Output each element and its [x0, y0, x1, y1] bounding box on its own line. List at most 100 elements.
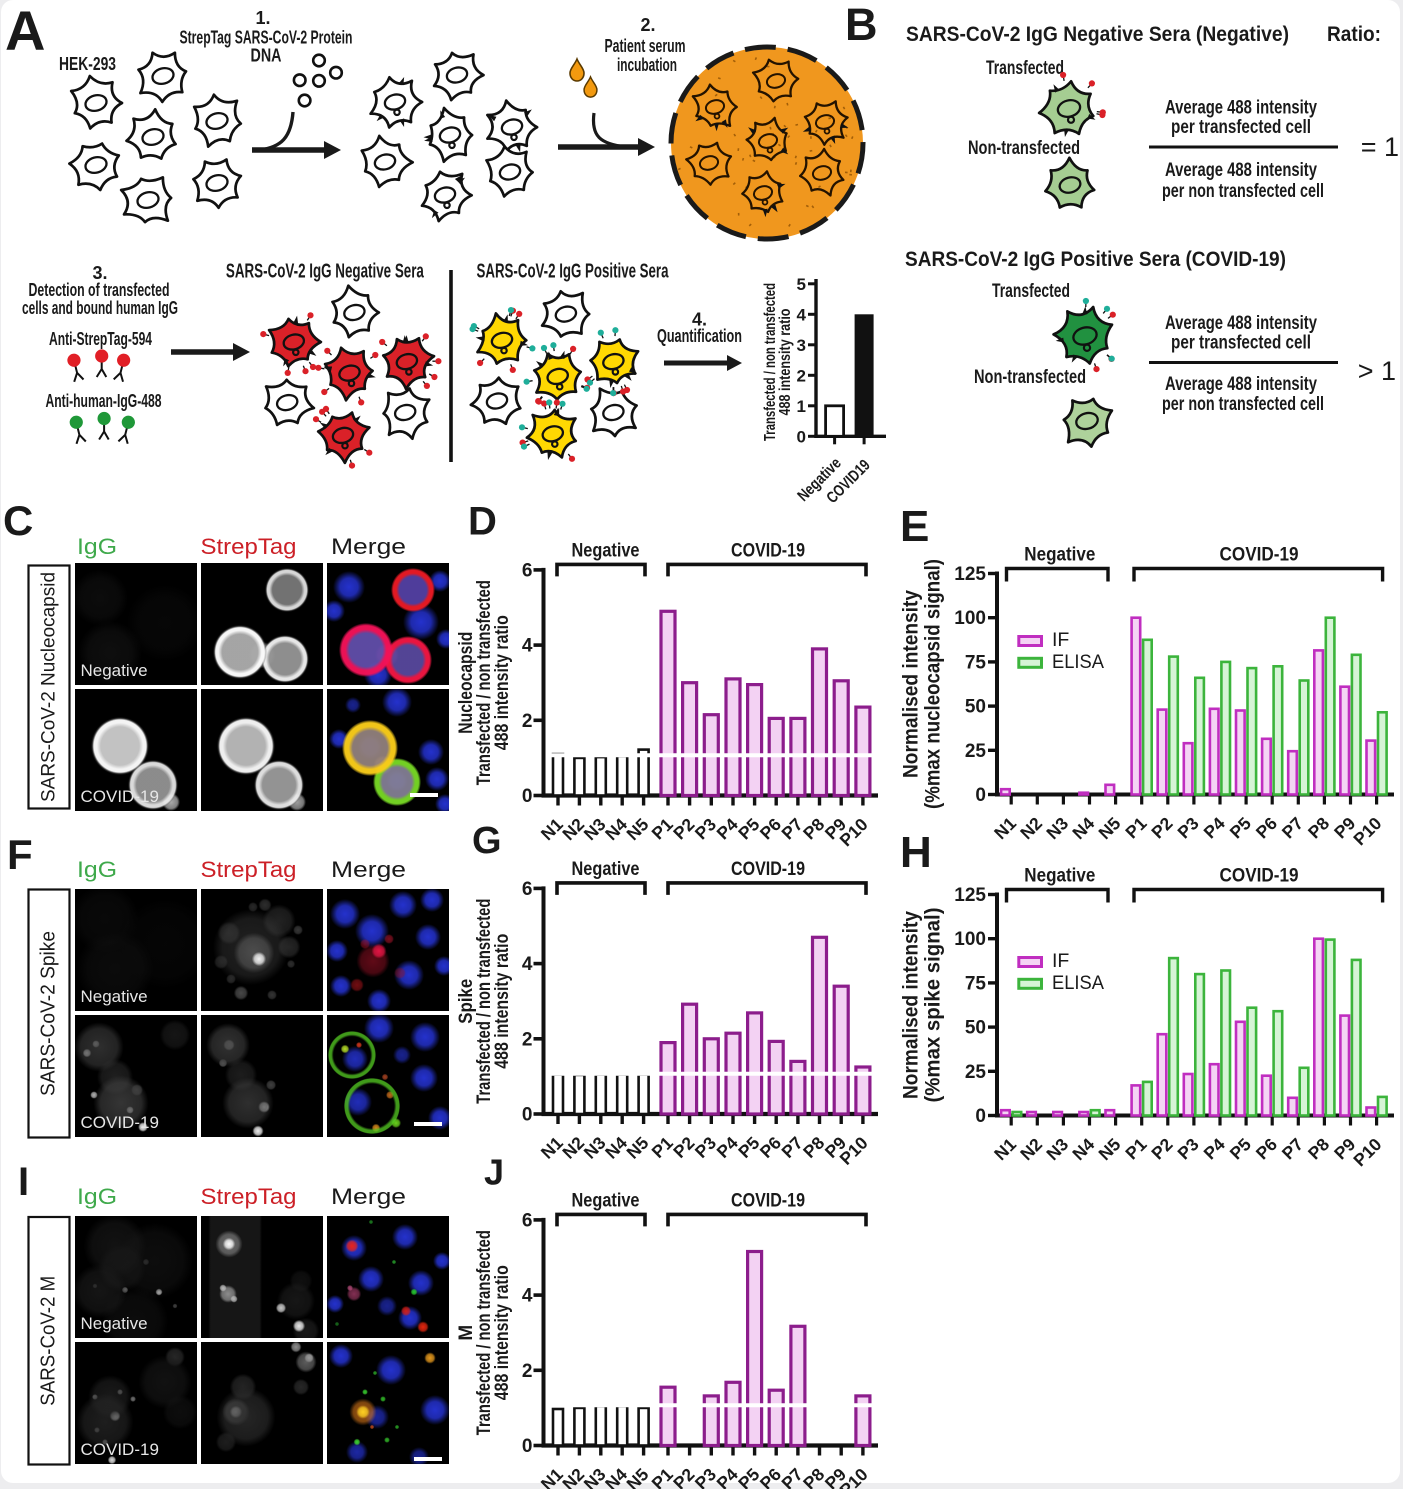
svg-text:SARS-CoV-2 IgG Positive Sera: SARS-CoV-2 IgG Positive Sera: [477, 261, 670, 283]
svg-text:75: 75: [965, 652, 987, 673]
svg-text:125: 125: [954, 885, 986, 906]
svg-text:per transfected cell: per transfected cell: [1171, 333, 1311, 354]
svg-text:Spike: Spike: [456, 979, 477, 1024]
svg-text:4.: 4.: [692, 310, 707, 330]
svg-text:Detection of transfected: Detection of transfected: [29, 279, 170, 300]
svg-text:2: 2: [522, 711, 533, 732]
svg-text:4: 4: [522, 1286, 533, 1307]
svg-text:Nucleocapsid: Nucleocapsid: [456, 632, 477, 734]
svg-text:P10: P10: [1349, 1134, 1385, 1170]
svg-text:A: A: [5, 0, 45, 62]
svg-text:SARS-CoV-2 M: SARS-CoV-2 M: [38, 1276, 60, 1406]
svg-text:J: J: [484, 1152, 504, 1193]
svg-text:Transfected / non transfected: Transfected / non transfected: [762, 283, 779, 441]
svg-text:Transfected: Transfected: [992, 281, 1070, 302]
svg-text:6: 6: [522, 879, 533, 900]
svg-text:per non transfected cell: per non transfected cell: [1162, 394, 1324, 415]
svg-text:5: 5: [797, 275, 806, 294]
svg-text:P8: P8: [1304, 813, 1333, 842]
svg-text:3: 3: [797, 336, 806, 355]
svg-text:2: 2: [522, 1029, 533, 1050]
svg-text:per non transfected cell: per non transfected cell: [1162, 181, 1324, 202]
svg-text:Non-transfected: Non-transfected: [968, 138, 1080, 159]
svg-text:SARS-CoV-2 Spike: SARS-CoV-2 Spike: [38, 931, 60, 1096]
svg-text:0: 0: [522, 1436, 533, 1457]
svg-text:Patient serum: Patient serum: [605, 35, 686, 56]
svg-text:IgG: IgG: [77, 857, 117, 882]
svg-text:M: M: [456, 1325, 477, 1341]
svg-text:Merge: Merge: [331, 534, 406, 559]
svg-text:125: 125: [954, 564, 986, 585]
svg-text:cells and bound human IgG: cells and bound human IgG: [22, 297, 178, 318]
svg-text:COVID-19: COVID-19: [731, 540, 805, 561]
svg-text:P6: P6: [1252, 1134, 1281, 1163]
svg-text:Transfected / non transfected: Transfected / non transfected: [474, 899, 495, 1104]
svg-text:(%max spike signal): (%max spike signal): [921, 908, 945, 1103]
svg-text:N5: N5: [1094, 1134, 1124, 1164]
svg-text:6: 6: [522, 560, 533, 581]
svg-text:Merge: Merge: [331, 1184, 406, 1209]
svg-text:H: H: [900, 828, 932, 877]
svg-text:COVID-19: COVID-19: [1220, 545, 1299, 566]
svg-text:25: 25: [965, 1062, 987, 1083]
svg-text:P1: P1: [1121, 1134, 1150, 1163]
svg-text:488 intensity ratio: 488 intensity ratio: [492, 934, 513, 1069]
svg-text:N5: N5: [1094, 813, 1124, 843]
svg-text:IF: IF: [1052, 950, 1069, 972]
svg-text:0: 0: [522, 786, 533, 807]
svg-text:F: F: [7, 831, 33, 878]
svg-text:P3: P3: [1173, 813, 1202, 842]
svg-text:IF: IF: [1052, 629, 1069, 651]
svg-text:Non-transfected: Non-transfected: [974, 367, 1086, 388]
svg-text:Negative: Negative: [572, 540, 640, 561]
svg-text:Merge: Merge: [331, 857, 406, 882]
svg-text:E: E: [900, 502, 929, 551]
svg-text:P6: P6: [1252, 813, 1281, 842]
svg-text:100: 100: [954, 608, 986, 629]
svg-text:B: B: [845, 0, 878, 50]
svg-text:P5: P5: [1226, 813, 1255, 842]
svg-text:COVID-19: COVID-19: [1220, 866, 1299, 887]
svg-text:Normalised intensity: Normalised intensity: [899, 590, 923, 778]
svg-text:ELISA: ELISA: [1052, 651, 1104, 673]
svg-text:0: 0: [975, 785, 986, 806]
svg-text:488 intensity ratio: 488 intensity ratio: [777, 309, 794, 416]
svg-text:Negative: Negative: [1024, 866, 1095, 887]
svg-text:(%max nucleocapsid signal): (%max nucleocapsid signal): [921, 559, 945, 809]
svg-text:P3: P3: [1173, 1134, 1202, 1163]
svg-text:N2: N2: [1016, 813, 1046, 843]
svg-text:P2: P2: [1147, 1134, 1176, 1163]
svg-text:6: 6: [522, 1210, 533, 1231]
svg-text:P4: P4: [1200, 813, 1229, 842]
svg-text:P8: P8: [1304, 1134, 1333, 1163]
svg-text:4: 4: [522, 636, 533, 657]
svg-text:= 1: = 1: [1361, 132, 1399, 162]
svg-text:Quantification: Quantification: [657, 325, 742, 346]
svg-text:Negative: Negative: [572, 859, 640, 880]
svg-text:StrepTag: StrepTag: [201, 857, 297, 882]
svg-text:SARS-CoV-2 IgG Negative Sera (: SARS-CoV-2 IgG Negative Sera (Negative): [906, 23, 1289, 46]
svg-text:SARS-CoV-2 IgG Negative Sera: SARS-CoV-2 IgG Negative Sera: [226, 261, 425, 283]
svg-text:N3: N3: [1042, 813, 1072, 843]
svg-text:N2: N2: [1016, 1134, 1046, 1164]
svg-text:N4: N4: [1068, 1134, 1098, 1164]
svg-text:Transfected / non transfected: Transfected / non transfected: [474, 580, 495, 785]
svg-text:P7: P7: [1278, 813, 1307, 842]
svg-text:Anti-human-IgG-488: Anti-human-IgG-488: [46, 390, 162, 411]
svg-text:Transfected / non transfected: Transfected / non transfected: [474, 1230, 495, 1435]
svg-text:SARS-CoV-2 IgG Positive Sera (: SARS-CoV-2 IgG Positive Sera (COVID-19): [905, 248, 1286, 271]
svg-text:COVID-19: COVID-19: [731, 859, 805, 880]
svg-text:2.: 2.: [640, 15, 655, 35]
svg-text:4: 4: [797, 305, 807, 324]
svg-text:Negative: Negative: [1024, 545, 1095, 566]
svg-text:Average 488 intensity: Average 488 intensity: [1165, 374, 1317, 395]
svg-text:1: 1: [797, 397, 806, 416]
svg-text:2: 2: [522, 1361, 533, 1382]
svg-text:Average 488 intensity: Average 488 intensity: [1165, 98, 1317, 119]
svg-text:Anti-StrepTag-594: Anti-StrepTag-594: [49, 328, 152, 349]
svg-text:0: 0: [797, 427, 806, 446]
svg-text:Negative: Negative: [572, 1190, 640, 1211]
svg-text:3.: 3.: [92, 263, 107, 283]
svg-text:0: 0: [522, 1105, 533, 1126]
svg-text:488 intensity ratio: 488 intensity ratio: [492, 615, 513, 750]
